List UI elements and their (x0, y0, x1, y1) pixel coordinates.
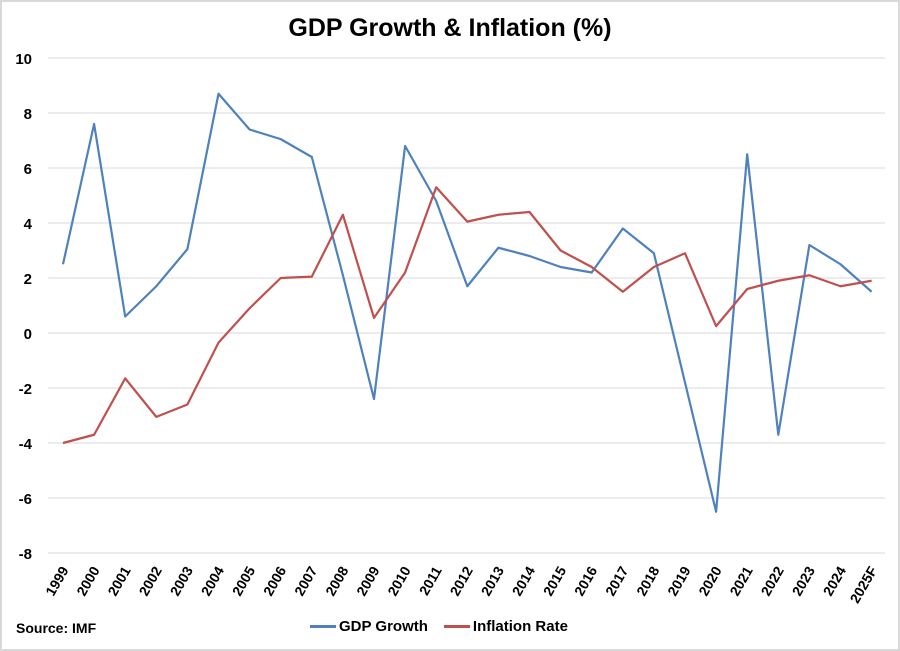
x-tick-label: 2000 (73, 563, 103, 598)
x-tick-label: 2009 (353, 563, 383, 598)
y-tick-label: -6 (19, 491, 32, 508)
y-tick-label: -8 (19, 546, 32, 563)
legend-swatch-gdp (310, 625, 336, 628)
series-line-inflation-rate (62, 186, 872, 445)
x-tick-label: 2011 (416, 563, 445, 597)
legend: GDP Growth Inflation Rate (310, 618, 578, 635)
x-tick-label: 2013 (478, 563, 508, 598)
x-tick-label: 2007 (291, 563, 321, 598)
y-tick-label: 2 (24, 271, 32, 288)
x-tick-label: 2001 (104, 563, 134, 598)
x-tick-label: 2025F (846, 563, 880, 606)
x-tick-label: 2018 (633, 563, 663, 598)
source-note: Source: IMF (16, 620, 97, 636)
x-tick-label: 2017 (602, 563, 632, 598)
x-tick-label: 2023 (789, 563, 819, 598)
x-tick-label: 2002 (135, 563, 165, 598)
x-tick-label: 2004 (198, 563, 228, 598)
y-tick-label: 0 (24, 326, 32, 343)
series-line-gdp-growth (61, 92, 873, 513)
legend-swatch-inflation (443, 625, 470, 628)
x-tick-label: 2020 (695, 563, 725, 598)
x-tick-label: 2016 (571, 563, 601, 598)
x-tick-label: 2021 (726, 563, 756, 598)
y-tick-label: -2 (19, 381, 32, 398)
x-tick-label: 2006 (260, 563, 290, 598)
legend-label-gdp: GDP Growth (339, 618, 428, 635)
y-tick-label: -4 (19, 436, 33, 453)
x-tick-label: 2008 (322, 563, 352, 598)
x-tick-label: 2005 (229, 563, 259, 598)
x-tick-label: 2003 (167, 563, 197, 598)
x-tick-label: 2012 (446, 563, 476, 598)
y-tick-label: 4 (24, 216, 33, 233)
x-tick-label: 2015 (540, 563, 570, 598)
x-tick-label: 2019 (664, 563, 694, 598)
legend-item-inflation: Inflation Rate (443, 618, 568, 635)
legend-item-gdp: GDP Growth (310, 618, 428, 635)
x-tick-label: 2010 (384, 563, 414, 598)
x-tick-label: 2014 (509, 563, 539, 598)
x-tick-label: 2022 (757, 563, 787, 598)
chart-title: GDP Growth & Inflation (%) (288, 14, 612, 42)
y-tick-label: 6 (24, 161, 32, 178)
legend-label-inflation: Inflation Rate (472, 618, 568, 635)
y-tick-label: 10 (15, 51, 32, 68)
y-tick-label: 8 (24, 106, 32, 123)
x-tick-label: 1999 (42, 563, 72, 598)
x-tick-label: 2024 (820, 563, 850, 598)
